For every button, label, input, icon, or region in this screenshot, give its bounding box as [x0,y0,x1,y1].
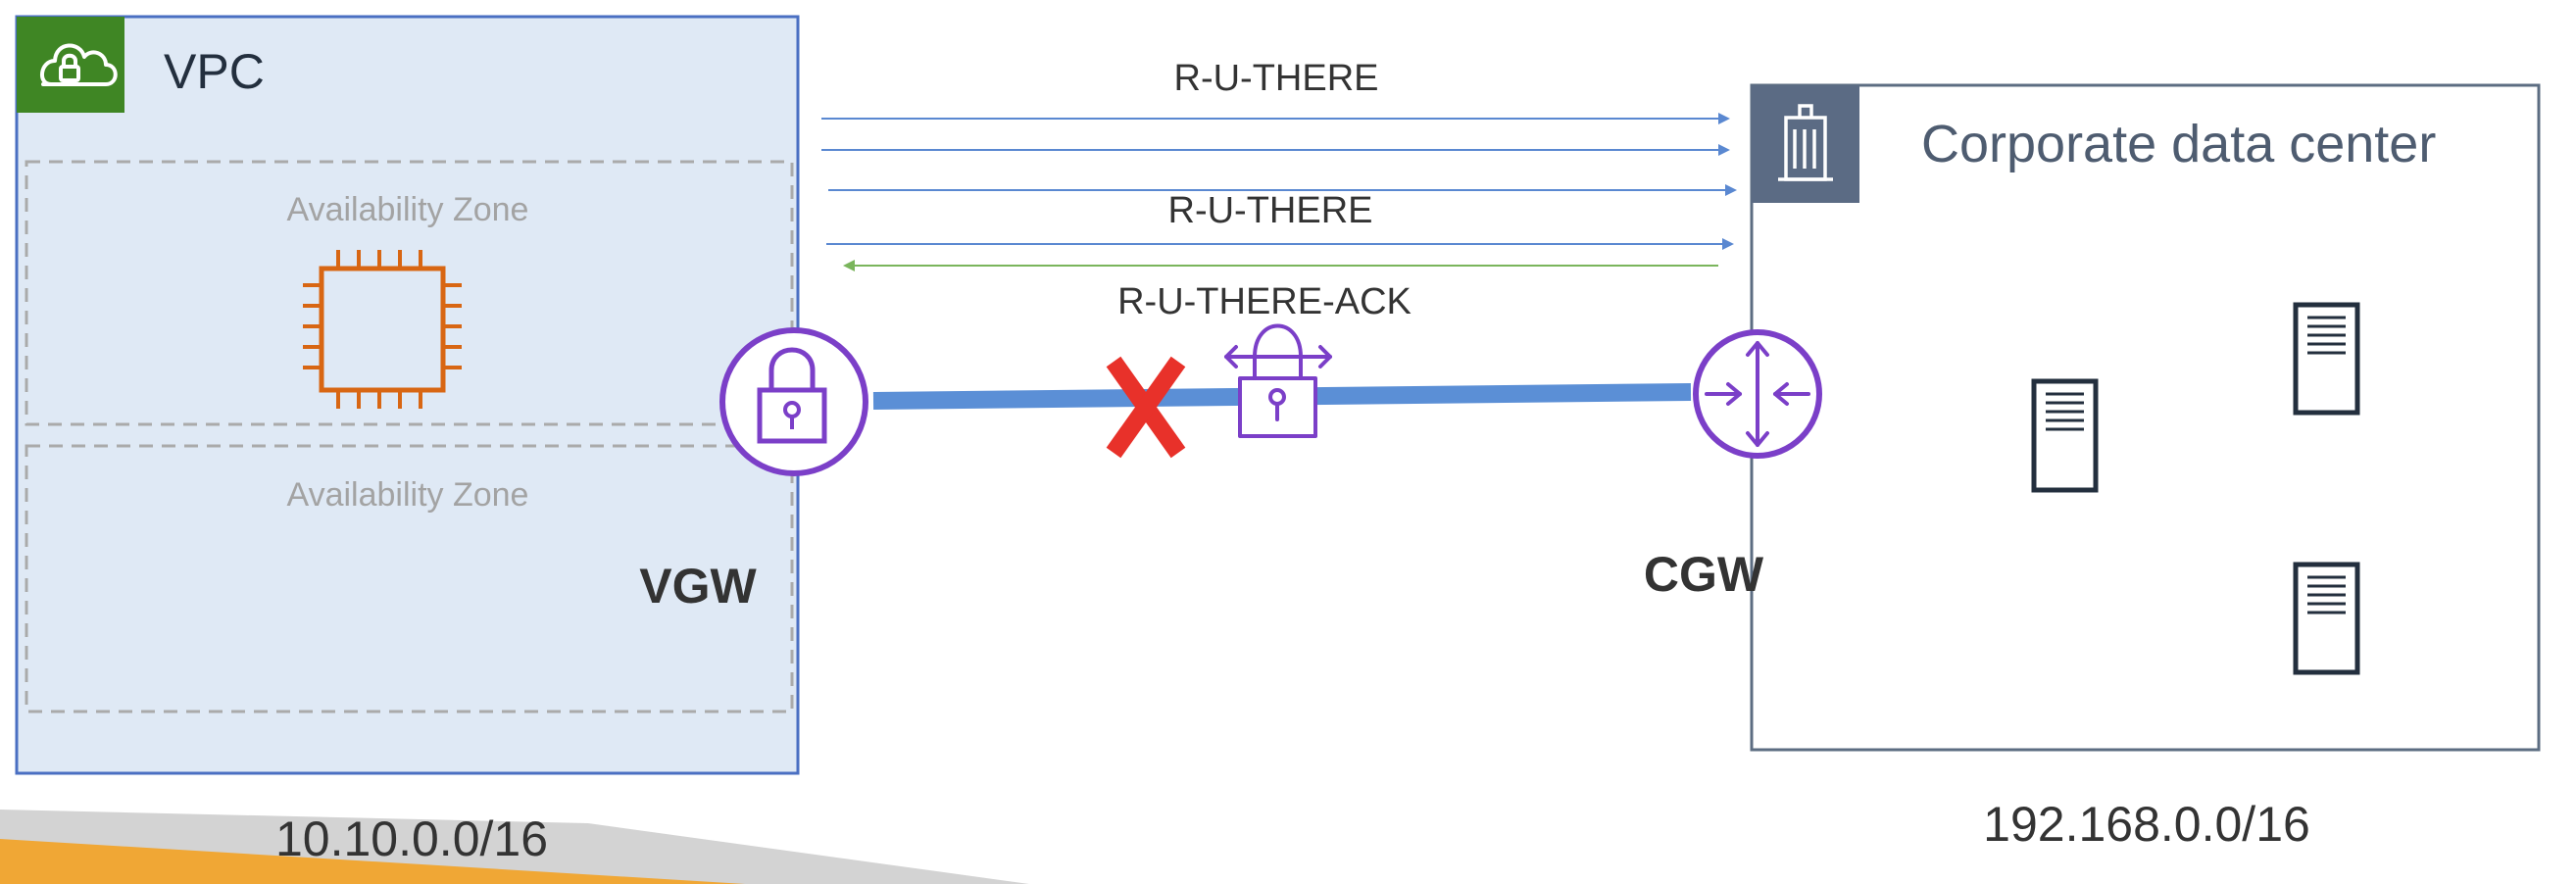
vpc-container: VPC [15,15,800,775]
availability-zone-label: Availability Zone [287,476,529,514]
availability-zone-2: Availability Zone [25,444,794,713]
vpc-cidr: 10.10.0.0/16 [275,811,548,866]
r-u-there-label: R-U-THERE [1168,190,1373,231]
server-icon [2293,562,2360,675]
vpc-cloud-lock-icon [40,43,118,86]
r-u-there-ack-label: R-U-THERE-ACK [1117,281,1412,322]
cgw-router-icon [1693,329,1822,459]
building-icon [1778,104,1833,181]
ec2-chip-icon [303,250,462,409]
availability-zone-label: Availability Zone [287,191,529,228]
vpc-title: VPC [164,44,265,99]
cgw-label: CGW [1644,547,1764,602]
server-icon [2031,378,2099,493]
r-u-there-label: R-U-THERE [1174,58,1379,99]
vgw-lock-icon [719,327,868,476]
corporate-cidr: 192.168.0.0/16 [1983,797,2310,852]
footer-decoration [0,810,1029,884]
availability-zone-1: Availability Zone [25,160,794,426]
vpn-lock-icon [1224,323,1332,438]
failure-x-icon [1106,356,1186,459]
corporate-title: Corporate data center [1921,115,2436,173]
dpd-messages [821,113,1737,271]
server-icon [2293,302,2360,416]
vgw-label: VGW [639,559,757,614]
corporate-data-center: Corporate data center [1750,83,2541,752]
